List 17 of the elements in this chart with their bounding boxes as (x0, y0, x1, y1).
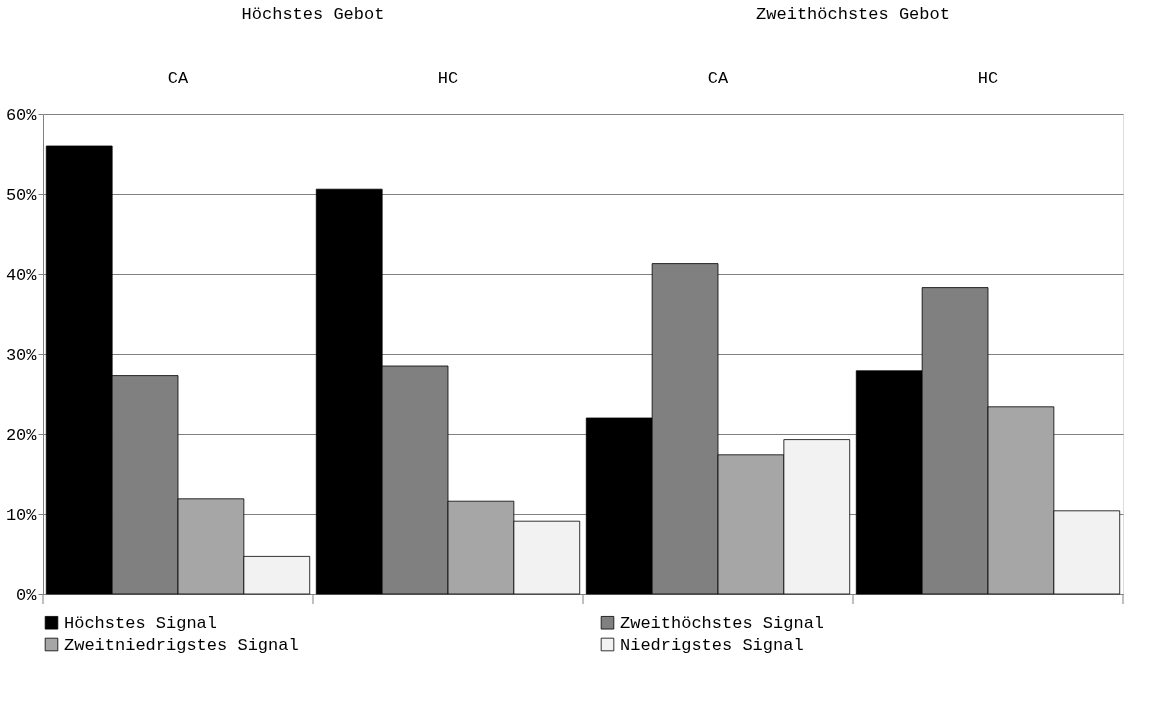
y-tick-label: 40% (5, 265, 38, 285)
y-tick-label: 10% (5, 505, 38, 525)
y-tick-label: 0% (16, 585, 38, 605)
legend-label: Zweithöchstes Signal (620, 613, 825, 633)
text: Zweithöchstes Gebot (756, 5, 950, 24)
legend-label: Höchstes Signal (64, 613, 218, 633)
legend-label: Zweitniedrigstes Signal (64, 635, 299, 655)
y-tick-label: 60% (5, 105, 38, 125)
x-tick-label: CA (707, 68, 729, 88)
y-tick-label: 30% (5, 345, 38, 365)
x-tick-label: CA (167, 68, 189, 88)
y-tick-label: 20% (5, 425, 38, 445)
y-tick-label: 50% (5, 185, 38, 205)
legend-label: Niedrigstes Signal (620, 635, 804, 655)
text: Höchstes Gebot (241, 5, 385, 24)
x-tick-label: HC (437, 68, 459, 88)
x-tick-label: HC (977, 68, 999, 88)
